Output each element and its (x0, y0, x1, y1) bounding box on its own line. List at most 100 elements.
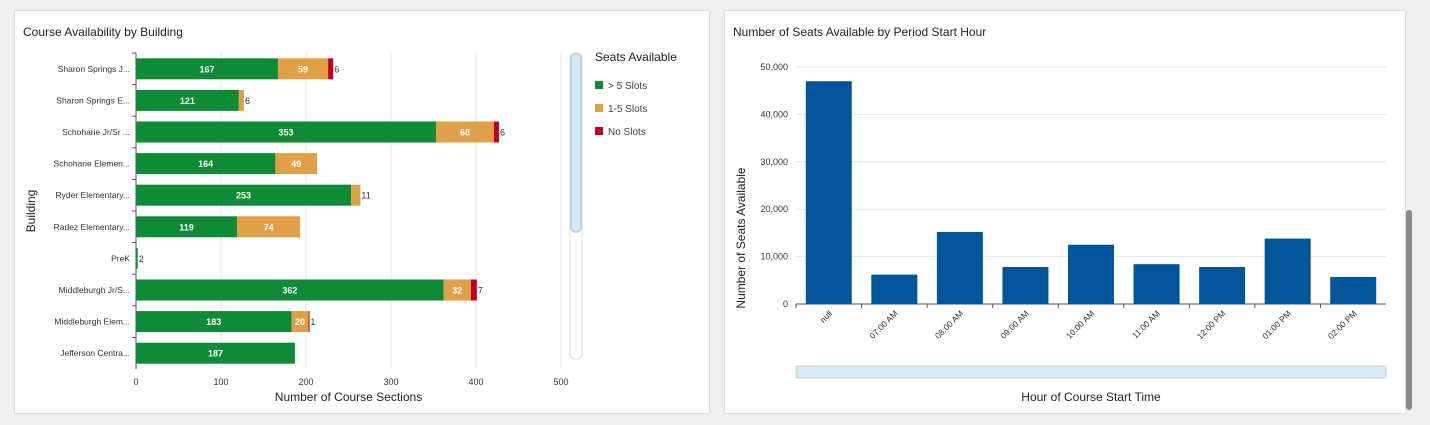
legend-swatch (595, 127, 603, 135)
x-tick-label: 01:00 PM (1260, 308, 1293, 341)
data-label: 119 (179, 222, 194, 232)
y-tick-label: Radez Elementary... (54, 222, 130, 232)
bar-segment (328, 58, 334, 80)
y-tick-label: PreK (111, 253, 130, 263)
data-label: 11 (361, 191, 370, 201)
legend-scroll-thumb (570, 53, 582, 233)
bar (1330, 276, 1377, 304)
data-label: 7 (478, 286, 483, 296)
bar-segment (238, 89, 244, 111)
bar-segment (308, 311, 310, 333)
data-label: 68 (460, 128, 470, 138)
data-label: 121 (180, 96, 195, 106)
x-tick-label: 0 (133, 377, 138, 387)
bar (1068, 244, 1114, 304)
bar-segment (136, 247, 138, 269)
course-availability-panel: Course Availability by Building 0 100 200 3… (14, 10, 710, 414)
y-tick-label: Middleburgh Jr/S... (59, 285, 130, 295)
bar (1133, 264, 1180, 304)
bar-segment (136, 184, 352, 206)
data-label: 362 (282, 286, 297, 296)
legend-title: Seats Available (595, 50, 677, 64)
x-tick-label: 500 (553, 377, 568, 387)
y-tick-label: Schoharie Elemen... (53, 159, 130, 169)
bar-segment (493, 121, 499, 143)
x-tick-label: 07:00 AM (867, 308, 899, 340)
bar-segment (136, 58, 278, 80)
data-label: 253 (236, 191, 251, 201)
x-tick-label: 09:00 AM (998, 308, 1030, 340)
data-label: 1 (310, 317, 315, 327)
x-tick-label: 02:00 PM (1326, 308, 1359, 341)
chart-title: Course Availability by Building (23, 25, 183, 39)
bar-segment (436, 121, 494, 143)
data-label: 6 (500, 128, 505, 138)
data-label: 6 (245, 96, 250, 106)
data-label: 164 (198, 159, 213, 169)
data-label: 183 (206, 317, 221, 327)
x-axis-title: Number of Course Sections (275, 390, 422, 404)
bar (1199, 267, 1246, 304)
x-tick-label: 12:00 PM (1195, 308, 1228, 341)
data-label: 20 (295, 317, 305, 327)
x-tick-label: 300 (383, 377, 398, 387)
y-tick-label: Ryder Elementary... (56, 190, 130, 200)
bar-segment (136, 121, 437, 143)
y-tick-label: Schoharie Jr/Sr ... (62, 127, 130, 137)
bar (871, 274, 918, 304)
bar (805, 81, 852, 304)
x-axis-title: Hour of Course Start Time (1021, 390, 1161, 404)
x-tick-label: 10:00 AM (1064, 308, 1096, 340)
data-label: 167 (199, 64, 214, 74)
y-tick-label: 0 (783, 299, 788, 309)
y-tick-label: Sharon Springs E... (56, 95, 130, 105)
legend-swatch (595, 104, 603, 112)
y-tick-label: 50,000 (760, 62, 788, 72)
legend-item: No Slots (608, 127, 646, 138)
data-label: 6 (334, 64, 339, 74)
bar-segment (291, 311, 309, 333)
seats-by-hour-panel: Number of Seats Available by Period Star… (724, 10, 1406, 414)
x-tick-label: 08:00 AM (933, 308, 965, 340)
data-label: 74 (264, 222, 274, 232)
x-tick-label: 200 (298, 377, 313, 387)
y-tick-label: Sharon Springs J... (58, 64, 130, 74)
x-tick-label: 100 (213, 377, 228, 387)
y-axis-title: Number of Seats Available (734, 167, 748, 309)
bar-segment (136, 89, 239, 111)
bar (1002, 267, 1049, 304)
legend-swatch (595, 81, 603, 89)
y-tick-label: 30,000 (760, 157, 788, 167)
bar-segment (136, 153, 276, 175)
legend-item: > 5 Slots (608, 81, 647, 92)
bar-segment (136, 216, 238, 238)
bar-segment (351, 184, 361, 206)
y-tick-label: Middleburgh Elem... (54, 317, 130, 327)
data-label: 49 (291, 159, 301, 169)
data-label: 353 (279, 128, 294, 138)
bar-segment (136, 342, 295, 364)
y-tick-label: Jefferson Centra... (60, 348, 130, 358)
data-label: 32 (452, 286, 462, 296)
page-scrollbar-thumb[interactable] (1406, 210, 1412, 410)
bar-segment (136, 279, 444, 301)
bar-segment (136, 311, 292, 333)
bar (936, 231, 983, 304)
data-label: 2 (139, 254, 144, 264)
bar-segment (275, 153, 318, 175)
data-label: 187 (208, 349, 223, 359)
x-tick-label: null (818, 308, 835, 325)
y-tick-label: 20,000 (760, 204, 788, 214)
x-tick-label: 11:00 AM (1130, 308, 1162, 340)
bar-segment (470, 279, 477, 301)
bar (1264, 238, 1311, 304)
bar-segment (237, 216, 301, 238)
y-axis-title: Building (24, 190, 38, 233)
legend-item: 1-5 Slots (608, 104, 647, 115)
seats-by-hour-chart: 0 10,000 20,000 30,000 40,000 50,000 null 07:00… (734, 62, 1387, 404)
x-tick-label: 400 (468, 377, 483, 387)
y-tick-label: 10,000 (760, 252, 788, 262)
chart-title: Number of Seats Available by Period Star… (733, 25, 987, 39)
bar-segment (277, 58, 329, 80)
